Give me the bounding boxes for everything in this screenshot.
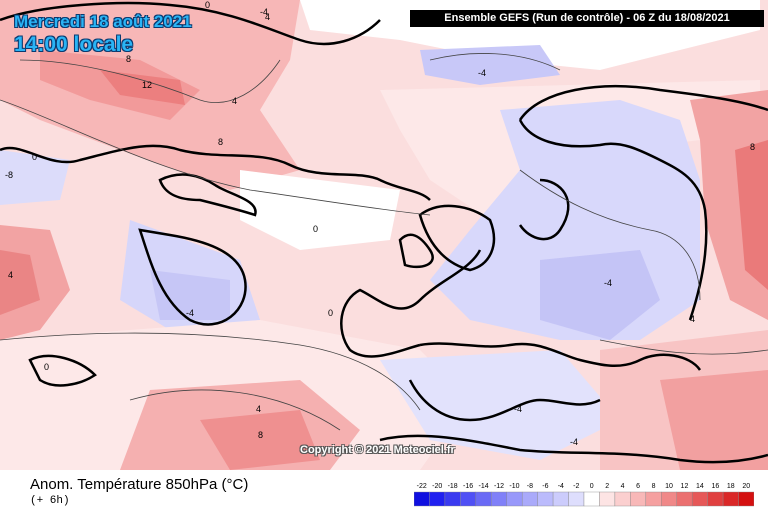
legend-swatch — [614, 491, 631, 507]
model-run-banner: Ensemble GEFS (Run de contrôle) - 06 Z d… — [410, 10, 764, 27]
legend-tick-label: -20 — [432, 483, 442, 490]
legend-tick-label: -12 — [494, 483, 504, 490]
contour-label: 4 — [256, 404, 261, 414]
legend-tick-label: -4 — [558, 483, 564, 490]
legend-swatch — [645, 491, 662, 507]
legend-swatch — [506, 491, 523, 507]
contour-label: 8 — [258, 430, 263, 440]
legend-tick-label: 8 — [652, 483, 656, 490]
legend-swatch — [491, 491, 507, 507]
contour-label: -4 — [604, 278, 612, 288]
legend-tick-label: 4 — [621, 483, 625, 490]
anomaly-contours — [0, 53, 768, 431]
legend-tick-label: -6 — [542, 483, 548, 490]
legend-tick-label: -10 — [509, 483, 519, 490]
legend-swatch — [661, 491, 677, 507]
legend-tick-label: -18 — [448, 483, 458, 490]
contour-label: 4 — [265, 12, 270, 22]
legend-swatch — [738, 491, 754, 507]
contour-label: 0 — [44, 362, 49, 372]
legend-swatch — [552, 491, 569, 507]
legend-tick-label: 20 — [742, 483, 750, 490]
coastlines — [0, 1, 768, 464]
legend-tick-label: 0 — [590, 483, 594, 490]
contour-label: -4 — [514, 404, 522, 414]
legend-tick-label: 12 — [681, 483, 689, 490]
forecast-offset: (+ 6h) — [30, 495, 70, 507]
contour-label: 8 — [126, 54, 131, 64]
legend-swatch — [630, 491, 647, 507]
legend-tick-label: -16 — [463, 483, 473, 490]
contour-label: -4 — [260, 7, 268, 17]
legend-tick-label: 2 — [605, 483, 609, 490]
copyright-notice: Copyright © 2021 Meteociel.fr — [300, 444, 455, 456]
legend-swatch — [599, 491, 616, 507]
contour-label: 0 — [313, 224, 318, 234]
legend-tick-label: -14 — [478, 483, 488, 490]
forecast-date: Mercredi 18 août 2021 — [14, 12, 192, 31]
color-scale-legend: -22 -20 -18 -16 -14 -12 -10 -8 -6 -4 -2 0 2 4 6 8 10 12 14… — [414, 483, 754, 507]
contour-label: 12 — [142, 80, 152, 90]
contour-label: -4 — [570, 437, 578, 447]
contour-label: -4 — [186, 308, 194, 318]
legend-tick-label: -8 — [527, 483, 533, 490]
legend-swatch — [537, 491, 554, 507]
legend-swatch — [722, 491, 739, 507]
legend-swatch — [676, 491, 693, 507]
contour-label: 0 — [205, 0, 210, 10]
contour-label: -4 — [478, 68, 486, 78]
variable-title: Anom. Température 850hPa (°C) — [30, 476, 249, 493]
contour-label: -8 — [5, 170, 13, 180]
contour-label: 8 — [750, 142, 755, 152]
contour-label: 0 — [32, 152, 37, 162]
legend-tick-label: 16 — [711, 483, 719, 490]
legend-swatch — [583, 491, 600, 507]
legend-tick-label: 14 — [696, 483, 704, 490]
legend-swatch — [691, 491, 708, 507]
contour-label: 4 — [232, 96, 237, 106]
legend-tick-label: 10 — [665, 483, 673, 490]
legend-swatch — [475, 491, 492, 507]
legend-swatch — [429, 491, 446, 507]
contour-label: 4 — [8, 270, 13, 280]
legend-tick-label: -22 — [417, 483, 427, 490]
legend-swatch — [521, 491, 538, 507]
legend-swatch — [414, 491, 430, 507]
contour-label: 4 — [690, 314, 695, 324]
legend-tick-label: -2 — [573, 483, 579, 490]
legend-swatch — [707, 491, 724, 507]
contour-label-group: 0 -4 4 8 12 -8 0 4 -4 8 0 -4 4 -4 8 0 4 … — [5, 0, 755, 447]
temperature-anomaly-map: 0 -4 4 8 12 -8 0 4 -4 8 0 -4 4 -4 8 0 4 … — [0, 0, 768, 470]
legend-swatch — [568, 491, 585, 507]
legend-tick-label: 6 — [636, 483, 640, 490]
contour-label: 8 — [218, 137, 223, 147]
forecast-local-time: 14:00 locale — [14, 33, 134, 56]
legend-swatch — [460, 491, 477, 507]
contour-label: 0 — [328, 308, 333, 318]
legend-tick-label: 18 — [727, 483, 735, 490]
legend-swatch — [444, 491, 461, 507]
